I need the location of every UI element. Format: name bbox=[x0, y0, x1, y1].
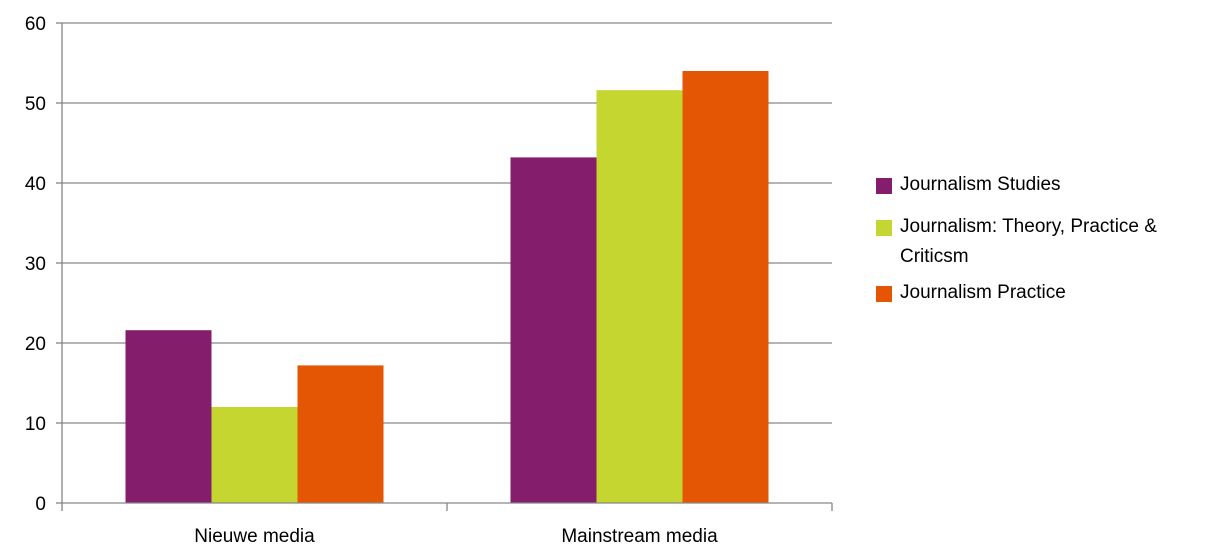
x-tick-label: Nieuwe media bbox=[194, 526, 315, 547]
legend-item-journalism-practice: Journalism Practice bbox=[876, 278, 1221, 308]
bar bbox=[596, 90, 683, 503]
y-tick-label: 10 bbox=[25, 414, 46, 435]
bar bbox=[211, 407, 298, 503]
bar bbox=[125, 330, 212, 503]
x-axis-tick-labels: Nieuwe media Mainstream media bbox=[194, 526, 718, 547]
y-tick-label: 30 bbox=[25, 254, 46, 275]
y-tick-label: 0 bbox=[35, 494, 46, 515]
legend: Journalism Studies Journalism: Theory, P… bbox=[876, 170, 1221, 308]
bars bbox=[125, 71, 769, 503]
legend-swatch bbox=[876, 220, 892, 236]
y-tick-label: 20 bbox=[25, 334, 46, 355]
bar bbox=[682, 71, 769, 503]
y-tick-label: 40 bbox=[25, 174, 46, 195]
legend-item-journalism-theory-practice-criticsm: Journalism: Theory, Practice & Criticsm bbox=[876, 212, 1221, 272]
legend-swatch bbox=[876, 286, 892, 302]
legend-label: Journalism Studies bbox=[900, 174, 1061, 195]
bar bbox=[297, 365, 384, 503]
y-tick-label: 60 bbox=[25, 14, 46, 35]
legend-swatch bbox=[876, 178, 892, 194]
legend-label: Journalism: Theory, Practice & Criticsm bbox=[900, 216, 1157, 267]
axes bbox=[56, 22, 833, 511]
x-tick-label: Mainstream media bbox=[561, 526, 718, 547]
y-tick-label: 50 bbox=[25, 94, 46, 115]
legend-label: Journalism Practice bbox=[900, 282, 1066, 303]
y-axis-tick-labels: 0 10 20 30 40 50 60 bbox=[25, 14, 46, 515]
bar bbox=[510, 157, 597, 503]
legend-item-journalism-studies: Journalism Studies bbox=[876, 170, 1221, 200]
